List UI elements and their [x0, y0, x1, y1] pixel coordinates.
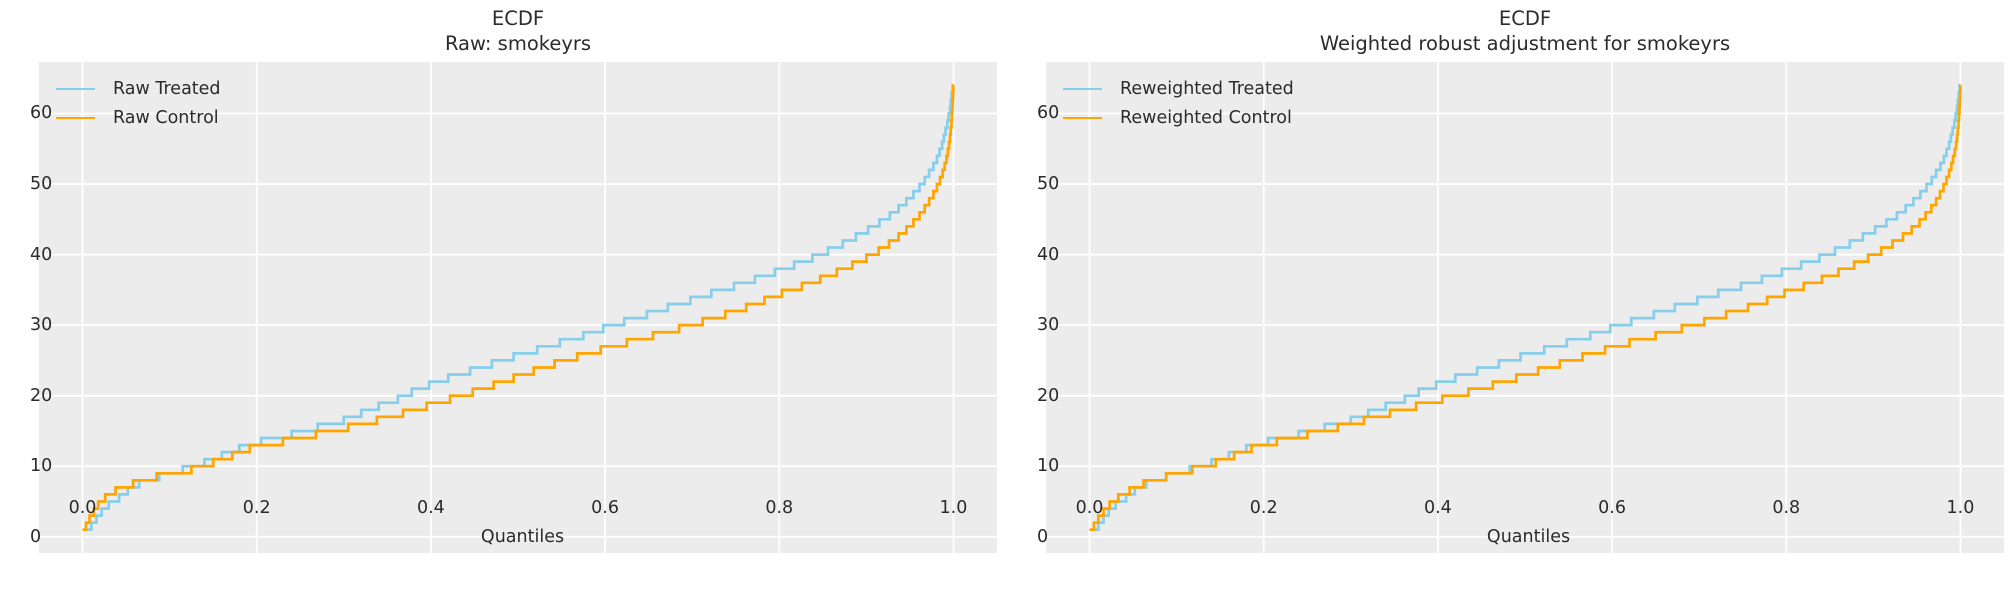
x-tick-label: 0.4: [416, 498, 445, 518]
legend-line-marker: [56, 116, 95, 119]
x-tick-label: 0.8: [1772, 498, 1801, 518]
chart-title: ECDF: [491, 7, 545, 30]
plot-svg: [39, 62, 997, 553]
chart-title-block: ECDF Raw: smokeyrs: [39, 6, 997, 56]
legend: Raw Treated Raw Control: [39, 74, 221, 132]
x-axis-label: Quantiles: [480, 527, 565, 547]
legend-item: Raw Treated: [39, 74, 221, 103]
plot-area: Raw Treated Raw Control: [39, 62, 997, 553]
x-tick-label: 0.8: [765, 498, 794, 518]
x-axis-label: Quantiles: [1486, 527, 1571, 547]
x-tick-label: 0.2: [242, 498, 271, 518]
x-tick-label: 0.0: [1075, 498, 1104, 518]
ecdf-panel-raw: ECDF Raw: smokeyrs Raw Treated Raw Contro…: [30, 0, 1006, 611]
legend-item: Raw Control: [39, 103, 221, 132]
chart-subtitle: Weighted robust adjustment for smokeyrs: [1319, 32, 1731, 55]
legend-line-marker: [1063, 87, 1102, 90]
x-tick-label: 1.0: [1946, 498, 1975, 518]
ecdf-panel-weighted: ECDF Weighted robust adjustment for smok…: [1037, 0, 2011, 611]
ecdf-step-line: [1089, 83, 1962, 532]
plot-area: Reweighted Treated Reweighted Control: [1046, 62, 2004, 553]
legend-item: Reweighted Control: [1046, 103, 1294, 132]
plot-svg: [1046, 62, 2004, 553]
legend-label: Raw Control: [113, 107, 219, 128]
legend: Reweighted Treated Reweighted Control: [1046, 74, 1294, 132]
ecdf-step-line: [1089, 83, 1961, 532]
x-tick-label: 0.2: [1249, 498, 1278, 518]
legend-label: Reweighted Control: [1120, 107, 1292, 128]
x-tick-label: 0.0: [68, 498, 97, 518]
chart-title-block: ECDF Weighted robust adjustment for smok…: [1046, 6, 2004, 56]
legend-line-marker: [56, 87, 95, 90]
x-tick-label: 0.6: [1598, 498, 1626, 518]
ecdf-step-line: [82, 83, 955, 532]
chart-subtitle: Raw: smokeyrs: [444, 32, 592, 55]
x-tick-label: 1.0: [939, 498, 968, 518]
x-tick-label: 0.4: [1423, 498, 1452, 518]
legend-line-marker: [1063, 116, 1102, 119]
x-tick-label: 0.6: [591, 498, 619, 518]
legend-label: Reweighted Treated: [1120, 78, 1294, 99]
legend-item: Reweighted Treated: [1046, 74, 1294, 103]
chart-title: ECDF: [1498, 7, 1552, 30]
legend-label: Raw Treated: [113, 78, 221, 99]
